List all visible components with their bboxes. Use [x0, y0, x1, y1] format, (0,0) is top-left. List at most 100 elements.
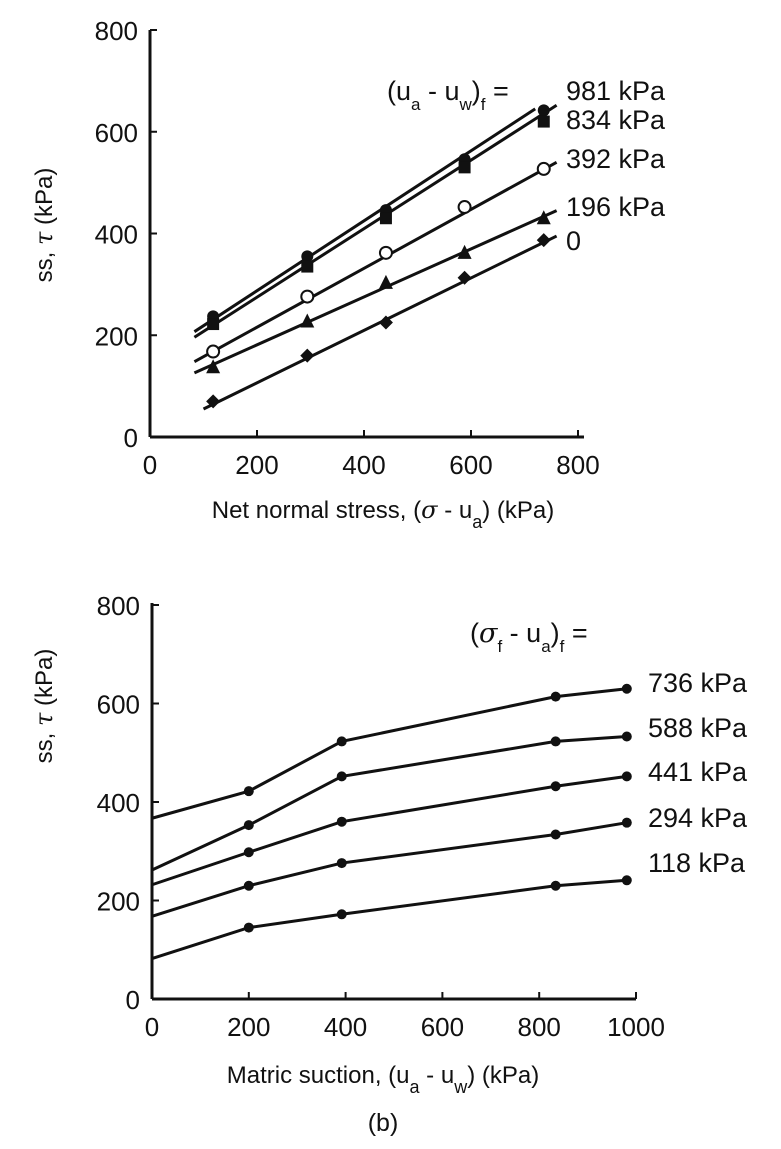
top-y-label-suffix: (kPa)	[31, 168, 58, 232]
bottom-data-point	[621, 683, 632, 694]
bottom-data-point	[550, 880, 561, 891]
top-data-point-open-circle	[300, 289, 315, 304]
bottom-series-line	[151, 878, 627, 961]
bottom-x-tick-label: 200	[227, 1012, 270, 1042]
top-fit-line	[193, 160, 558, 364]
bottom-x-tick-label: 0	[145, 1012, 159, 1042]
top-data-point-triangle	[206, 359, 221, 374]
bottom-x-tick-label: 800	[518, 1012, 561, 1042]
top-ticks: 0 200 400 600 800 0 200 400 600 800	[95, 16, 600, 480]
top-y-tick-label: 400	[95, 220, 138, 250]
top-data-point-diamond	[457, 270, 472, 285]
bottom-y-label-tau: τ	[30, 712, 58, 726]
top-data-point-square	[458, 161, 471, 174]
top-series-label: 981 kPa	[566, 76, 666, 106]
bottom-data-point	[243, 820, 254, 831]
top-x-tick-label: 200	[235, 450, 278, 480]
top-legend-header: (ua - uw)f =	[387, 76, 509, 114]
bottom-data-point	[336, 858, 347, 869]
bottom-ticks: 0 200 400 600 800 1000 0 200 400 600 800	[97, 591, 665, 1042]
top-x-tick-label: 600	[449, 450, 492, 480]
top-data-point-triangle	[300, 313, 315, 328]
bottom-series-label: 441 kPa	[648, 757, 748, 787]
top-data-point-square	[537, 115, 550, 128]
top-data-point-triangle	[536, 210, 551, 225]
top-x-tick-label: 800	[556, 450, 599, 480]
bottom-series-lines	[151, 687, 628, 961]
top-series-label: 392 kPa	[566, 144, 666, 174]
bottom-data-point	[336, 736, 347, 747]
top-data-point-triangle	[457, 244, 472, 259]
top-data-point-circle	[301, 250, 314, 263]
bottom-data-point	[550, 781, 561, 792]
top-data-point-diamond	[536, 233, 551, 248]
bottom-y-tick-label: 0	[126, 985, 140, 1015]
top-data-point-diamond	[300, 348, 315, 363]
bottom-series-label: 294 kPa	[648, 803, 748, 833]
top-x-label-mid: - u	[438, 497, 473, 524]
top-y-tick-label: 0	[124, 423, 138, 453]
top-data-point-square	[207, 318, 220, 331]
top-data-point-square	[379, 212, 392, 225]
bottom-data-point	[243, 880, 254, 891]
top-data-point-triangle	[378, 274, 393, 289]
top-series-label: 834 kPa	[566, 105, 666, 135]
top-series-label: 196 kPa	[566, 192, 666, 222]
bottom-y-axis-label: ss, τ (kPa)	[30, 649, 58, 764]
bottom-x-tick-label: 600	[421, 1012, 464, 1042]
top-data-point-open-circle	[378, 245, 393, 260]
bottom-data-point	[336, 771, 347, 782]
top-data-point-square	[301, 260, 314, 273]
bottom-series-line	[151, 687, 627, 820]
top-data-point-open-circle	[536, 161, 551, 176]
bottom-data-point	[243, 922, 254, 933]
bottom-data-point	[621, 817, 632, 828]
top-y-label-prefix: ss,	[31, 245, 58, 282]
bottom-data-point	[336, 909, 347, 920]
top-fit-lines	[193, 104, 558, 411]
bottom-data-point	[621, 875, 632, 886]
bottom-caption: (b)	[368, 1109, 399, 1137]
top-x-axis-label: Net normal stress, (σ - ua) (kPa)	[212, 496, 554, 532]
bottom-data-point	[243, 786, 254, 797]
top-y-axis-label: ss, τ (kPa)	[30, 168, 58, 283]
top-x-label-sub: a	[472, 512, 483, 532]
top-y-label-tau: τ	[30, 231, 58, 245]
top-x-tick-label: 400	[342, 450, 385, 480]
bottom-data-point	[550, 736, 561, 747]
top-fit-line	[193, 104, 558, 339]
top-x-label-suffix: ) (kPa)	[482, 497, 554, 524]
bottom-series-line	[151, 735, 627, 872]
bottom-x-tick-label: 400	[324, 1012, 367, 1042]
top-y-tick-label: 800	[95, 16, 138, 46]
top-data-point-open-circle	[457, 200, 472, 215]
bottom-x-tick-label: 1000	[607, 1012, 665, 1042]
chart-top: 0 200 400 600 800 0 200 400 600 800 ss, τ (kPa) N…	[30, 16, 666, 532]
top-data-point-open-circle	[206, 344, 221, 359]
top-data-point-circle	[537, 104, 550, 117]
bottom-data-point	[621, 731, 632, 742]
bottom-y-tick-label: 400	[97, 788, 140, 818]
top-y-tick-label: 200	[95, 321, 138, 351]
bottom-data-point	[243, 847, 254, 858]
bottom-y-tick-label: 200	[97, 887, 140, 917]
top-y-tick-label: 600	[95, 118, 138, 148]
top-x-label-prefix: Net normal stress, (	[212, 497, 421, 524]
bottom-series-label: 118 kPa	[648, 848, 746, 878]
top-x-tick-label: 0	[143, 450, 157, 480]
top-markers	[206, 104, 551, 409]
top-data-point-diamond	[206, 394, 221, 409]
top-data-point-diamond	[378, 315, 393, 330]
bottom-y-tick-label: 600	[97, 690, 140, 720]
top-fit-line	[193, 107, 537, 333]
bottom-data-point	[550, 829, 561, 840]
bottom-y-label-suffix: (kPa)	[31, 649, 58, 713]
bottom-data-point	[621, 771, 632, 782]
top-series-label: 0	[566, 226, 581, 256]
chart-bottom: 0 200 400 600 800 1000 0 200 400 600 800 ss, τ (kP…	[30, 591, 748, 1137]
bottom-y-label-prefix: ss,	[31, 726, 58, 763]
bottom-y-tick-label: 800	[97, 591, 140, 621]
bottom-data-point	[336, 816, 347, 827]
